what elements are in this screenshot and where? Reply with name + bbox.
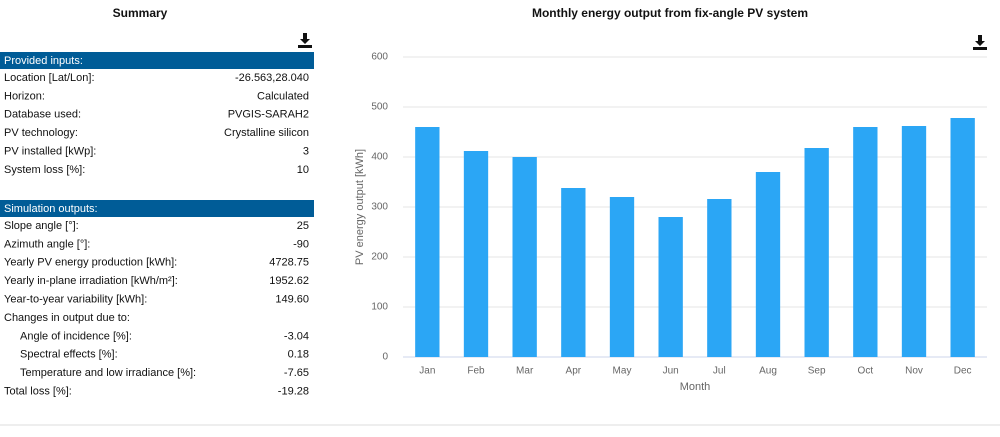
row-label: Angle of incidence [%]: [20,330,132,342]
y-tick-label: 300 [371,202,388,213]
x-tick-label: Jan [419,366,435,377]
row-label: Location [Lat/Lon]: [4,72,95,84]
section-header-bg [0,200,314,217]
download-icon[interactable] [298,33,312,48]
row-value: -26.563,28.040 [235,72,309,84]
x-tick-label: Jun [663,366,679,377]
bar [658,217,683,357]
row-value: 25 [297,220,309,232]
row-value: 4728.75 [269,257,309,269]
x-tick-label: May [613,366,632,377]
row-label: Database used: [4,109,81,121]
row-value: -3.04 [284,330,309,342]
y-tick-label: 600 [371,52,388,63]
row-label: Slope angle [°]: [4,220,79,232]
bar [561,188,586,357]
bar [707,199,732,357]
x-tick-label: Mar [516,366,534,377]
bar [512,157,537,357]
x-tick-label: Oct [858,366,874,377]
bar [463,151,489,357]
bar [950,118,975,357]
download-icon[interactable] [973,35,987,50]
row-value: PVGIS-SARAH2 [228,109,309,121]
row-label: Spectral effects [%]: [20,349,118,361]
row-label: Yearly PV energy production [kWh]: [4,257,177,269]
row-value: Crystalline silicon [224,127,309,139]
bar [415,127,440,357]
row-value: 10 [297,164,309,176]
bar [901,126,927,357]
row-label: Yearly in-plane irradiation [kWh/m²]: [4,275,178,287]
x-tick-label: Aug [759,366,777,377]
x-tick-label: Feb [467,366,485,377]
section-header-bg [0,52,314,69]
y-tick-label: 200 [371,252,388,263]
y-tick-label: 100 [371,302,388,313]
bar [755,172,781,357]
section-header: Simulation outputs: [4,203,98,215]
row-value: Calculated [257,90,309,102]
row-value: 0.18 [288,349,309,361]
row-value: -90 [293,238,309,250]
row-label: Year-to-year variability [kWh]: [4,294,147,306]
x-tick-label: Dec [954,366,972,377]
x-tick-label: Apr [566,366,582,377]
y-tick-label: 500 [371,102,388,113]
row-value: 149.60 [275,294,309,306]
row-label: System loss [%]: [4,164,85,176]
row-label: Temperature and low irradiance [%]: [20,367,196,379]
x-tick-label: Nov [905,366,923,377]
chart-title: Monthly energy output from fix-angle PV … [532,6,808,20]
x-tick-label: Sep [808,366,826,377]
y-tick-label: 0 [382,352,388,363]
bar [853,127,878,357]
row-label: Changes in output due to: [4,312,130,324]
row-label: PV installed [kWp]: [4,146,96,158]
row-value: 1952.62 [269,275,309,287]
row-value: 3 [303,146,309,158]
summary-title: Summary [113,6,168,20]
row-label: Azimuth angle [°]: [4,238,90,250]
row-value: -19.28 [278,386,309,398]
x-tick-label: Jul [713,366,726,377]
x-axis-label: Month [680,381,711,393]
y-tick-label: 400 [371,152,388,163]
bar [804,148,829,357]
row-label: PV technology: [4,127,78,139]
bar [609,197,635,357]
section-header: Provided inputs: [4,55,83,67]
row-value: -7.65 [284,367,309,379]
y-axis-label: PV energy output [kWh] [354,149,366,265]
row-label: Total loss [%]: [4,386,72,398]
row-label: Horizon: [4,90,45,102]
